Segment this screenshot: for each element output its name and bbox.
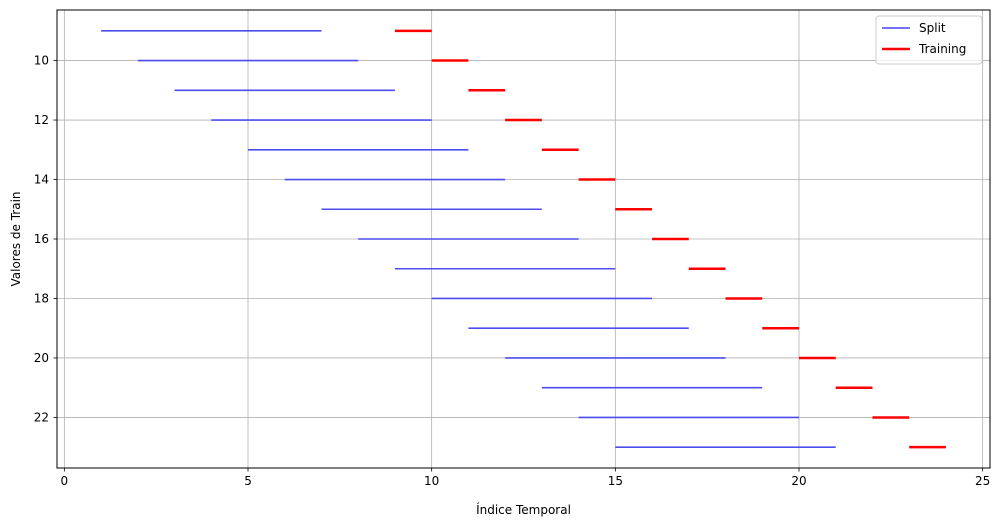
legend-label-split: Split <box>919 21 946 35</box>
y-tick-label: 20 <box>34 351 49 365</box>
legend-label-training: Training <box>918 42 966 56</box>
series-training <box>394 29 946 449</box>
series-layer <box>101 29 946 449</box>
series-split <box>101 30 836 448</box>
y-axis-ticks: 10 12 14 16 18 20 22 <box>34 54 57 424</box>
legend: Split Training <box>875 15 983 65</box>
y-tick-label: 10 <box>34 54 49 68</box>
y-tick-label: 14 <box>34 173 49 187</box>
y-axis-label: Valores de Train <box>9 191 23 286</box>
x-tick-label: 10 <box>424 474 439 488</box>
x-axis-label: Índice Temporal <box>476 502 571 517</box>
x-tick-label: 25 <box>975 474 990 488</box>
x-tick-label: 5 <box>244 474 252 488</box>
x-tick-label: 0 <box>61 474 69 488</box>
y-tick-label: 22 <box>34 410 49 424</box>
x-axis-ticks: 0 5 10 15 20 25 <box>61 468 990 488</box>
y-tick-label: 16 <box>34 232 49 246</box>
grid <box>57 10 990 468</box>
x-tick-label: 15 <box>608 474 623 488</box>
x-tick-label: 20 <box>791 474 806 488</box>
y-tick-label: 12 <box>34 113 49 127</box>
y-tick-label: 18 <box>34 291 49 305</box>
